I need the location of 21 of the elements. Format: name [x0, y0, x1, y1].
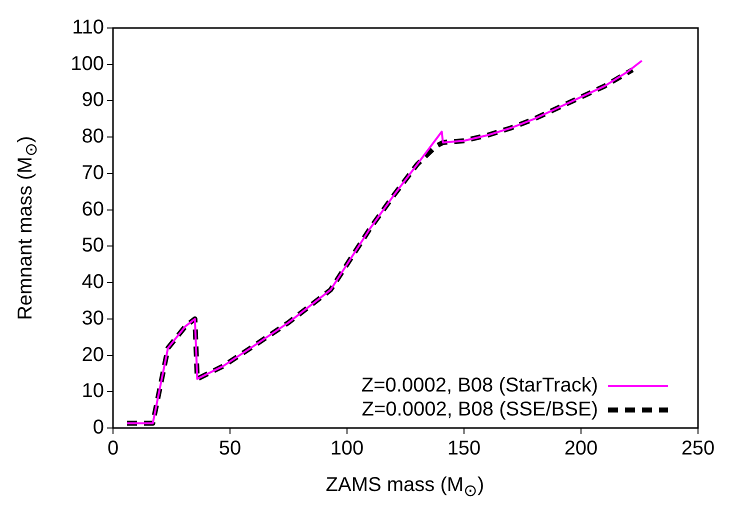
y-tick-label: 110: [72, 16, 104, 39]
legend-label: Z=0.0002, B08 (SSE/BSE): [362, 398, 598, 421]
x-tick-label: 100: [330, 438, 364, 460]
y-tick-label: 10: [82, 380, 104, 402]
y-tick-label: 40: [82, 271, 104, 294]
x-tick-label: 250: [681, 438, 715, 460]
y-tick-label: 80: [82, 126, 104, 148]
y-tick-label: 70: [82, 162, 104, 184]
y-tick-label: 90: [82, 89, 104, 112]
legend-label: Z=0.0002, B08 (StarTrack): [361, 374, 598, 397]
x-tick-label: 200: [564, 438, 598, 460]
y-tick-label: 30: [82, 307, 104, 330]
y-tick-label: 50: [82, 234, 104, 257]
x-tick-label: 0: [107, 438, 119, 460]
y-tick-label: 60: [82, 198, 104, 220]
y-tick-label: 0: [92, 416, 104, 439]
x-tick-label: 150: [447, 438, 481, 460]
x-axis-title: ZAMS mass (M$_{⊙}$): [326, 474, 484, 501]
x-tick-label: 50: [218, 438, 242, 460]
y-tick-label: 100: [70, 52, 104, 75]
y-tick-label: 20: [82, 344, 104, 366]
